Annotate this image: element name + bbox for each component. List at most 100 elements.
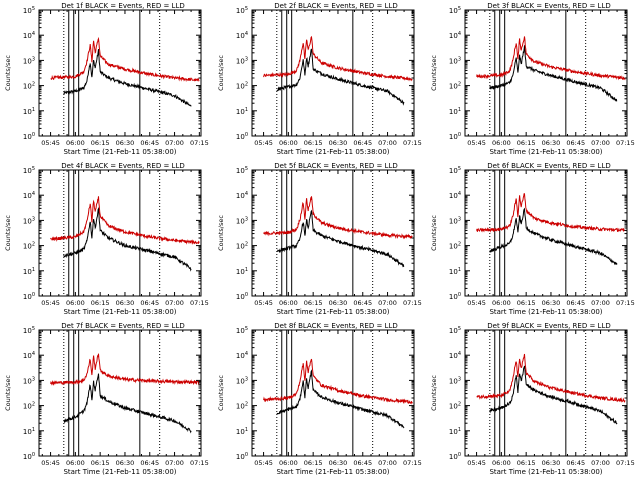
x-tick-label: 07:15 [190,139,209,147]
x-tick-label: 07:00 [591,139,610,147]
x-tick-label: 06:30 [116,139,135,147]
x-tick-label: 05:45 [41,299,60,307]
y-axis-label: Counts/sec [4,215,12,251]
x-tick-label: 06:15 [304,459,323,467]
plot-frame [38,329,202,457]
y-tick-label: 103 [23,56,35,65]
detector-panel: 100 101 102 103 104 105 05:45 06:00 06:15 06:30 06… [0,0,213,160]
y-tick-label: 100 [23,292,35,301]
y-tick-label: 101 [23,107,35,116]
detector-panel: 100 101 102 103 104 105 05:45 06:00 06:15 06:30 06… [213,320,426,480]
panel-svg: 100 101 102 103 104 105 05:45 06:00 06:15 06:30 06… [217,2,422,156]
detector-panel: 100 101 102 103 104 105 05:45 06:00 06:15 06:30 06… [426,320,639,480]
series-line-events [276,369,405,429]
x-tick-label: 07:00 [378,299,397,307]
y-tick-label: 103 [449,376,461,385]
y-tick-label: 102 [449,82,461,91]
x-tick-label: 06:45 [566,139,585,147]
series-line-events [63,373,192,434]
x-tick-label: 06:00 [492,299,511,307]
x-tick-label: 05:45 [254,139,273,147]
series-line-events [63,49,192,107]
series-line-lld [50,36,200,82]
x-tick-label: 06:00 [492,459,511,467]
x-tick-label: 06:15 [304,299,323,307]
x-tick-label: 05:45 [467,459,486,467]
series-line-events [276,209,405,268]
x-tick-label: 07:15 [616,139,635,147]
detector-panel: 100 101 102 103 104 105 05:45 06:00 06:15 06:30 06… [426,160,639,320]
plot-frame [251,9,415,137]
x-tick-label: 06:15 [304,139,323,147]
x-tick-label: 06:30 [542,299,561,307]
y-tick-label: 104 [23,351,35,360]
y-axis-label: Counts/sec [217,375,225,411]
x-tick-label: 07:00 [591,299,610,307]
y-tick-label: 100 [23,452,35,461]
y-tick-label: 105 [449,6,461,15]
plot-frame [464,329,628,457]
x-tick-label: 06:00 [66,459,85,467]
x-tick-label: 06:30 [329,459,348,467]
y-tick-label: 103 [449,56,461,65]
x-tick-label: 06:15 [517,299,536,307]
x-tick-label: 06:30 [329,299,348,307]
x-tick-label: 05:45 [41,139,60,147]
chart-title: Det 6f BLACK = Events, RED = LLD [487,162,610,170]
y-tick-label: 102 [236,242,248,251]
detector-panel: 100 101 102 103 104 105 05:45 06:00 06:15 06:30 06… [0,320,213,480]
chart-title: Det 1f BLACK = Events, RED = LLD [61,2,184,10]
x-axis-label: Start Time (21-Feb-11 05:38:00) [63,148,176,156]
y-axis-label: Counts/sec [217,215,225,251]
panel-svg: 100 101 102 103 104 105 05:45 06:00 06:15 06:30 06… [4,162,209,316]
y-tick-label: 102 [236,82,248,91]
y-tick-label: 102 [236,402,248,411]
chart-title: Det 9f BLACK = Events, RED = LLD [487,322,610,330]
series-line-events [63,206,192,272]
chart-title: Det 7f BLACK = Events, RED = LLD [61,322,184,330]
y-tick-label: 102 [23,402,35,411]
y-tick-label: 100 [236,452,248,461]
x-tick-label: 06:45 [566,459,585,467]
panel-svg: 100 101 102 103 104 105 05:45 06:00 06:15 06:30 06… [4,2,209,156]
x-axis-label: Start Time (21-Feb-11 05:38:00) [276,308,389,316]
x-tick-label: 06:15 [91,139,110,147]
chart-title: Det 4f BLACK = Events, RED = LLD [61,162,184,170]
series-line-lld [476,353,626,403]
detector-panel: 100 101 102 103 104 105 05:45 06:00 06:15 06:30 06… [213,160,426,320]
y-tick-label: 104 [236,191,248,200]
chart-title: Det 8f BLACK = Events, RED = LLD [274,322,397,330]
x-tick-label: 05:45 [41,459,60,467]
x-tick-label: 07:15 [403,139,422,147]
x-axis-label: Start Time (21-Feb-11 05:38:00) [276,148,389,156]
y-tick-label: 101 [236,267,248,276]
series-line-lld [476,36,626,81]
y-tick-label: 101 [236,107,248,116]
series-line-events [489,207,618,266]
y-axis-label: Counts/sec [430,375,438,411]
x-tick-label: 06:15 [517,139,536,147]
detector-panel: 100 101 102 103 104 105 05:45 06:00 06:15 06:30 06… [213,0,426,160]
x-tick-label: 06:15 [91,299,110,307]
panel-svg: 100 101 102 103 104 105 05:45 06:00 06:15 06:30 06… [430,2,635,156]
x-tick-label: 06:45 [140,139,159,147]
x-tick-label: 06:00 [279,459,298,467]
y-tick-label: 105 [23,166,35,175]
x-tick-label: 06:30 [542,139,561,147]
x-tick-label: 07:15 [616,459,635,467]
x-tick-label: 06:45 [140,459,159,467]
y-axis-label: Counts/sec [4,55,12,91]
x-tick-label: 07:15 [403,299,422,307]
x-tick-label: 06:00 [66,139,85,147]
detector-panel: 100 101 102 103 104 105 05:45 06:00 06:15 06:30 06… [0,160,213,320]
y-tick-label: 104 [449,191,461,200]
panel-svg: 100 101 102 103 104 105 05:45 06:00 06:15 06:30 06… [430,322,635,476]
y-tick-label: 100 [23,132,35,141]
x-tick-label: 06:45 [140,299,159,307]
x-tick-label: 06:30 [542,459,561,467]
y-axis-label: Counts/sec [430,55,438,91]
x-tick-label: 05:45 [254,459,273,467]
y-tick-label: 101 [236,427,248,436]
y-tick-label: 101 [449,107,461,116]
y-tick-label: 105 [236,326,248,335]
